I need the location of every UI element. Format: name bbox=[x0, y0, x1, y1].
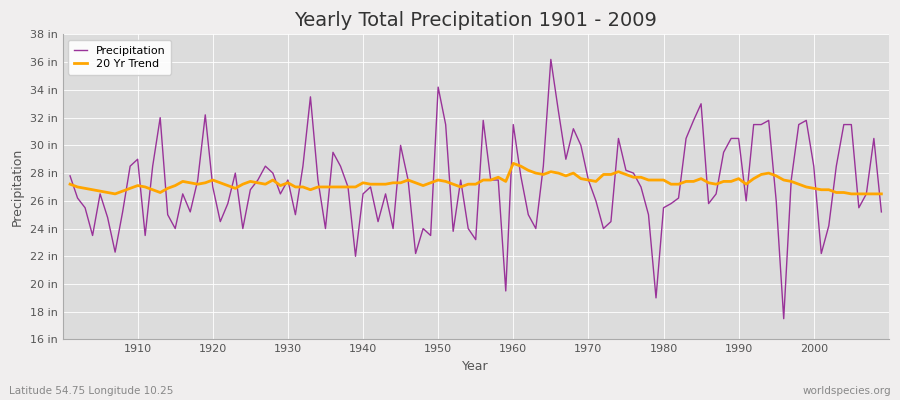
Precipitation bbox=[508, 122, 518, 127]
20 Yr Trend bbox=[523, 168, 534, 173]
Line: Precipitation: Precipitation bbox=[70, 60, 881, 319]
20 Yr Trend bbox=[343, 184, 354, 189]
Precipitation bbox=[65, 174, 76, 178]
Precipitation bbox=[125, 164, 136, 168]
Precipitation bbox=[545, 57, 556, 62]
20 Yr Trend bbox=[65, 182, 76, 186]
20 Yr Trend bbox=[132, 183, 143, 188]
20 Yr Trend bbox=[613, 169, 624, 174]
Text: worldspecies.org: worldspecies.org bbox=[803, 386, 891, 396]
Precipitation bbox=[290, 212, 301, 217]
Precipitation bbox=[335, 164, 346, 168]
X-axis label: Year: Year bbox=[463, 360, 489, 373]
Text: Latitude 54.75 Longitude 10.25: Latitude 54.75 Longitude 10.25 bbox=[9, 386, 174, 396]
20 Yr Trend bbox=[876, 192, 886, 196]
Y-axis label: Precipitation: Precipitation bbox=[11, 148, 24, 226]
Precipitation bbox=[778, 316, 789, 321]
Legend: Precipitation, 20 Yr Trend: Precipitation, 20 Yr Trend bbox=[68, 40, 171, 75]
Precipitation bbox=[876, 210, 886, 214]
20 Yr Trend bbox=[516, 164, 526, 168]
20 Yr Trend bbox=[298, 184, 309, 189]
Precipitation bbox=[500, 288, 511, 293]
Precipitation bbox=[606, 219, 616, 224]
Line: 20 Yr Trend: 20 Yr Trend bbox=[70, 163, 881, 194]
20 Yr Trend bbox=[508, 161, 518, 166]
Title: Yearly Total Precipitation 1901 - 2009: Yearly Total Precipitation 1901 - 2009 bbox=[294, 11, 657, 30]
20 Yr Trend bbox=[110, 192, 121, 196]
